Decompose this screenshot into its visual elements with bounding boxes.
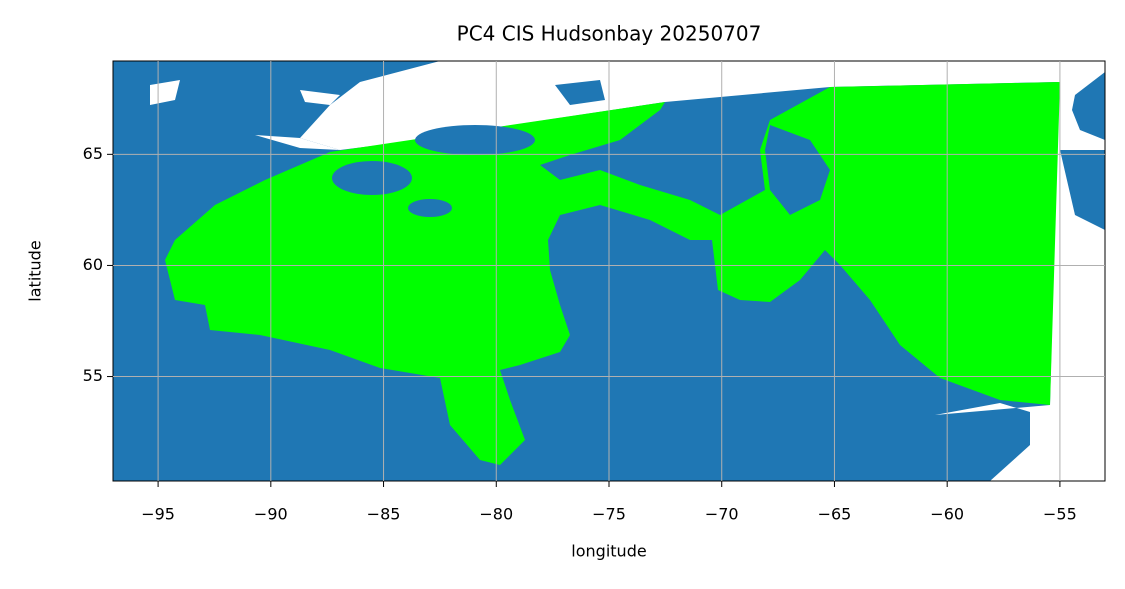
island	[408, 199, 452, 217]
y-tick-label: 55	[83, 366, 103, 385]
land	[1060, 150, 1105, 230]
land	[1072, 72, 1105, 140]
x-tick-label: −65	[818, 505, 852, 524]
land	[765, 125, 830, 215]
island	[332, 161, 412, 195]
water	[255, 135, 340, 150]
water	[300, 61, 1105, 481]
x-tick-label: −60	[930, 505, 964, 524]
x-tick-label: −85	[367, 505, 401, 524]
y-axis-label: latitude	[26, 240, 45, 301]
x-tick-label: −70	[705, 505, 739, 524]
x-tick-label: −80	[479, 505, 513, 524]
x-tick-label: −90	[254, 505, 288, 524]
x-axis-label: longitude	[571, 542, 646, 561]
land	[555, 80, 605, 105]
island	[415, 125, 535, 155]
water	[150, 80, 180, 105]
y-tick-label: 65	[83, 144, 103, 163]
water	[300, 90, 340, 105]
y-tick-label: 60	[83, 255, 103, 274]
x-tick-label: −95	[141, 505, 175, 524]
x-tick-label: −75	[592, 505, 626, 524]
x-tick-label: −55	[1043, 505, 1077, 524]
chart-title: PC4 CIS Hudsonbay 20250707	[457, 22, 762, 46]
